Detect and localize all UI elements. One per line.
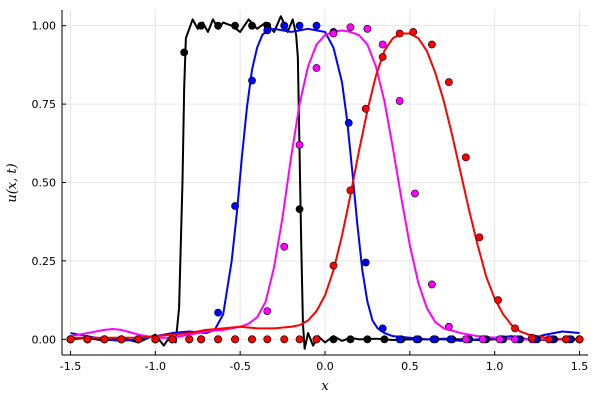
x-tick-label: 0.0 bbox=[316, 360, 334, 373]
data-point-series-1 bbox=[346, 335, 355, 344]
data-point-series-4 bbox=[231, 335, 239, 344]
data-point-series-4 bbox=[461, 153, 470, 162]
data-point-series-4 bbox=[346, 186, 355, 195]
data-point-series-1 bbox=[329, 335, 338, 344]
data-point-series-2 bbox=[231, 202, 239, 210]
data-point-series-3 bbox=[363, 24, 372, 33]
data-point-series-4 bbox=[197, 335, 206, 344]
data-point-series-4 bbox=[214, 335, 223, 344]
data-point-series-4 bbox=[134, 335, 143, 344]
data-point-series-2 bbox=[280, 21, 289, 30]
data-point-series-3 bbox=[495, 335, 504, 344]
data-point-series-4 bbox=[168, 335, 177, 344]
data-point-series-4 bbox=[528, 333, 536, 342]
data-point-series-2 bbox=[361, 258, 370, 267]
series-points bbox=[66, 21, 584, 344]
data-point-series-3 bbox=[427, 280, 436, 289]
data-point-series-1 bbox=[295, 205, 304, 214]
x-axis-label: x bbox=[321, 379, 329, 394]
grid-layer bbox=[62, 10, 588, 355]
data-point-series-4 bbox=[248, 335, 256, 344]
tick-labels: -1.5 -1.0 -0.5 0.0 0.5 1.0 1.5 0.00 0.25 0.50 0.75… bbox=[32, 20, 589, 373]
data-point-series-4 bbox=[427, 40, 436, 49]
data-point-series-4 bbox=[395, 29, 404, 38]
data-point-series-2 bbox=[344, 119, 353, 127]
data-point-series-3 bbox=[346, 23, 355, 32]
y-tick-label: 0.75 bbox=[32, 98, 57, 111]
data-point-series-4 bbox=[312, 335, 321, 344]
data-point-series-4 bbox=[494, 296, 502, 305]
data-point-series-1 bbox=[248, 21, 256, 30]
data-point-series-4 bbox=[295, 335, 304, 344]
data-point-series-4 bbox=[562, 335, 570, 344]
data-point-series-4 bbox=[361, 104, 370, 113]
data-point-series-3 bbox=[511, 335, 519, 344]
data-point-series-4 bbox=[263, 335, 272, 344]
data-point-series-3 bbox=[378, 40, 387, 49]
data-point-series-4 bbox=[117, 335, 126, 344]
data-point-series-2 bbox=[446, 335, 455, 344]
data-point-series-2 bbox=[429, 335, 438, 344]
data-point-series-2 bbox=[378, 324, 387, 333]
data-point-series-1 bbox=[214, 21, 223, 30]
data-point-series-4 bbox=[83, 335, 92, 344]
x-tick-label: 0.5 bbox=[401, 360, 419, 373]
data-point-series-2 bbox=[214, 308, 223, 317]
data-point-series-3 bbox=[395, 97, 404, 105]
data-point-series-2 bbox=[412, 335, 421, 344]
data-point-series-2 bbox=[263, 26, 272, 35]
x-tick-label: -0.5 bbox=[229, 360, 250, 373]
data-point-series-1 bbox=[197, 21, 206, 30]
data-point-series-2 bbox=[295, 21, 304, 30]
data-point-series-4 bbox=[409, 28, 418, 36]
x-tick-label: 1.5 bbox=[571, 360, 589, 373]
data-point-series-3 bbox=[263, 307, 272, 315]
axes-layer bbox=[61, 10, 588, 356]
data-point-series-3 bbox=[411, 189, 419, 198]
data-point-series-4 bbox=[475, 233, 484, 242]
data-point-series-1 bbox=[231, 21, 239, 30]
data-point-series-4 bbox=[575, 335, 584, 344]
data-point-series-4 bbox=[329, 261, 338, 270]
data-point-series-3 bbox=[461, 335, 470, 344]
data-point-series-4 bbox=[185, 335, 194, 344]
y-tick-label: 0.25 bbox=[32, 255, 57, 268]
data-point-series-3 bbox=[312, 64, 321, 72]
data-point-series-4 bbox=[66, 335, 75, 344]
data-point-series-1 bbox=[363, 335, 372, 344]
data-point-series-2 bbox=[312, 21, 321, 30]
y-tick-label: 1.00 bbox=[32, 20, 57, 33]
x-tick-label: -1.0 bbox=[145, 360, 166, 373]
data-point-series-4 bbox=[280, 335, 289, 344]
y-tick-label: 0.50 bbox=[32, 177, 57, 190]
data-point-series-1 bbox=[380, 335, 389, 344]
y-axis-label: u(x, t) bbox=[5, 163, 20, 202]
data-point-series-3 bbox=[444, 322, 453, 331]
data-point-series-4 bbox=[545, 335, 553, 344]
data-point-series-4 bbox=[151, 335, 160, 344]
data-point-series-2 bbox=[248, 76, 256, 85]
data-point-series-3 bbox=[280, 242, 289, 251]
y-tick-label: 0.00 bbox=[32, 333, 57, 346]
data-point-series-3 bbox=[329, 29, 338, 38]
data-point-series-1 bbox=[180, 48, 189, 57]
x-tick-label: 1.0 bbox=[486, 360, 504, 373]
data-point-series-3 bbox=[478, 335, 487, 344]
data-point-series-3 bbox=[295, 140, 304, 149]
data-point-series-4 bbox=[444, 78, 453, 87]
data-point-series-4 bbox=[100, 335, 109, 344]
data-point-series-2 bbox=[395, 335, 404, 344]
data-point-series-4 bbox=[378, 53, 387, 61]
x-tick-label: -1.5 bbox=[60, 360, 81, 373]
data-point-series-4 bbox=[511, 324, 519, 333]
